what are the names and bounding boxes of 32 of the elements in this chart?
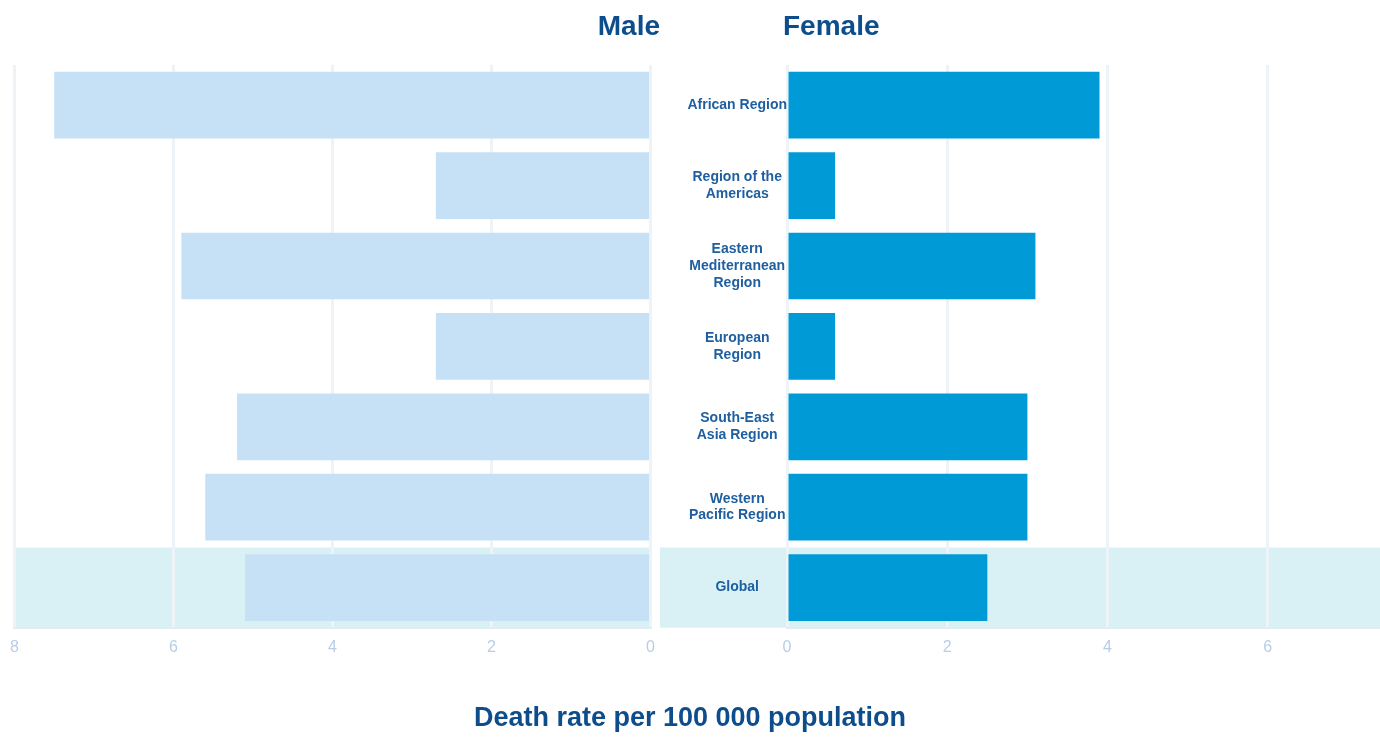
bar xyxy=(54,71,650,139)
x-tick-label: 4 xyxy=(328,637,338,655)
y-tick-label: Region of the Americas xyxy=(692,168,783,201)
x-tick-label: 2 xyxy=(942,637,952,655)
x-tick-label: 8 xyxy=(10,637,19,655)
x-tick-label: 0 xyxy=(646,637,656,655)
y-tick-label: Global xyxy=(715,578,759,595)
bar xyxy=(788,393,1028,461)
bar xyxy=(181,232,650,300)
chart-title: Male xyxy=(597,10,660,42)
y-tick-label: Western Pacific Region xyxy=(688,489,786,523)
bar xyxy=(788,554,988,621)
bar xyxy=(788,232,1036,300)
x-tick-label: 6 xyxy=(169,637,179,655)
bar xyxy=(237,393,650,461)
y-tick-label: Eastern Mediterranean Region xyxy=(689,240,786,290)
bar xyxy=(788,313,836,380)
bar xyxy=(435,152,650,219)
bar xyxy=(205,473,650,541)
bar xyxy=(788,473,1028,541)
y-tick-label: European Region xyxy=(704,328,770,362)
bar xyxy=(788,71,1100,139)
x-tick-label: 2 xyxy=(487,637,497,655)
bar xyxy=(435,313,650,380)
y-tick-label: African Region xyxy=(687,96,788,113)
x-tick-label: 4 xyxy=(1103,637,1113,655)
bar xyxy=(788,152,836,219)
x-axis-title: Death rate per 100 000 population xyxy=(472,702,908,733)
chart-title: Female xyxy=(783,10,880,42)
x-tick-label: 0 xyxy=(782,637,792,655)
x-tick-label: 6 xyxy=(1263,637,1273,655)
y-tick-label: South-East Asia Region xyxy=(696,409,778,443)
